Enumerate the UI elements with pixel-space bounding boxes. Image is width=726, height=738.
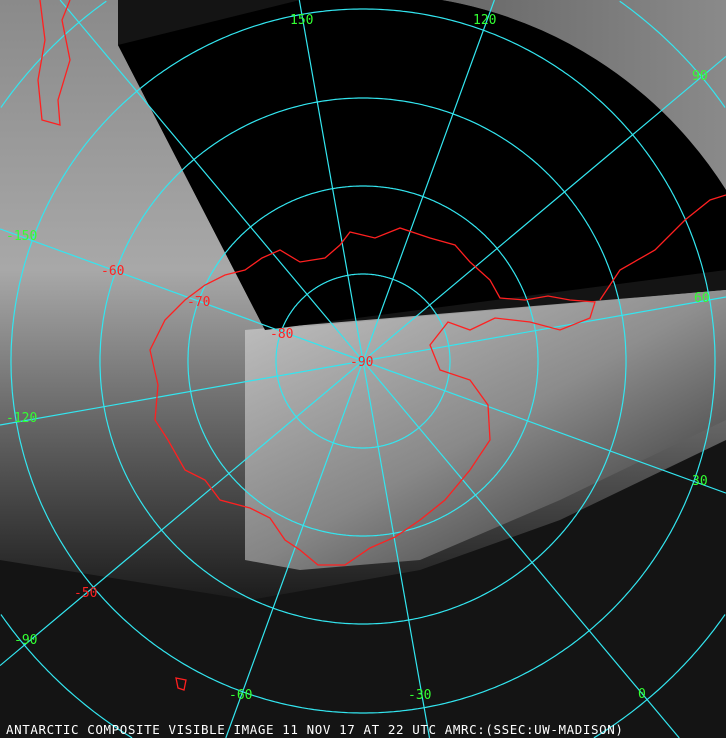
latitude-circle xyxy=(275,273,451,449)
coastline xyxy=(37,0,726,691)
imagery-top-right xyxy=(300,0,726,190)
peninsula-coastline xyxy=(599,194,726,301)
meridian-line xyxy=(362,55,726,362)
latitude-labels: -90 -80 -70 -60 -50 xyxy=(74,264,373,601)
meridian-line xyxy=(362,0,495,362)
meridian-line xyxy=(225,360,364,738)
lon-label-120: 120 xyxy=(473,13,496,28)
latitude-circle xyxy=(99,97,627,625)
lon-label-minus90: -90 xyxy=(14,633,37,648)
lon-label-minus150: -150 xyxy=(6,229,37,244)
lat-label-minus80: -80 xyxy=(270,327,293,342)
lon-label-minus60: -60 xyxy=(229,688,252,703)
lon-label-90: 90 xyxy=(692,69,708,84)
longitude-labels: 150 120 90 60 30 0 -30 -60 -90 -120 -150 xyxy=(6,13,710,703)
antarctica-coastline xyxy=(149,227,596,566)
meridian-line xyxy=(362,360,680,738)
meridian-line xyxy=(0,360,364,426)
lon-label-30: 30 xyxy=(692,474,708,489)
lat-label-minus90: -90 xyxy=(350,355,373,370)
island-coastline xyxy=(175,677,187,691)
lon-label-minus30: -30 xyxy=(408,688,431,703)
lon-label-60: 60 xyxy=(694,291,710,306)
no-data-region xyxy=(118,0,726,330)
meridian-line xyxy=(362,296,726,362)
south-america-coastline xyxy=(37,0,71,126)
image-caption: ANTARCTIC COMPOSITE VISIBLE IMAGE 11 NOV… xyxy=(6,722,624,737)
lon-label-150: 150 xyxy=(290,13,313,28)
meridian-line xyxy=(298,0,364,362)
lat-label-minus60: -60 xyxy=(101,264,124,279)
lon-label-minus120: -120 xyxy=(6,411,37,426)
lat-label-minus70: -70 xyxy=(187,295,210,310)
meridian-line xyxy=(59,0,364,362)
meridian-line xyxy=(362,360,431,738)
lat-label-minus50: -50 xyxy=(74,586,97,601)
meridian-line xyxy=(0,360,364,667)
meridian-line xyxy=(362,360,726,494)
latitude-circle xyxy=(619,0,726,108)
latitude-circle xyxy=(187,185,539,537)
latitude-circle xyxy=(593,614,726,738)
lon-label-0: 0 xyxy=(638,687,646,702)
latitude-circle xyxy=(0,0,107,108)
meridian-line xyxy=(0,228,364,362)
latitude-circle xyxy=(0,614,133,738)
latitude-circle xyxy=(10,8,716,714)
